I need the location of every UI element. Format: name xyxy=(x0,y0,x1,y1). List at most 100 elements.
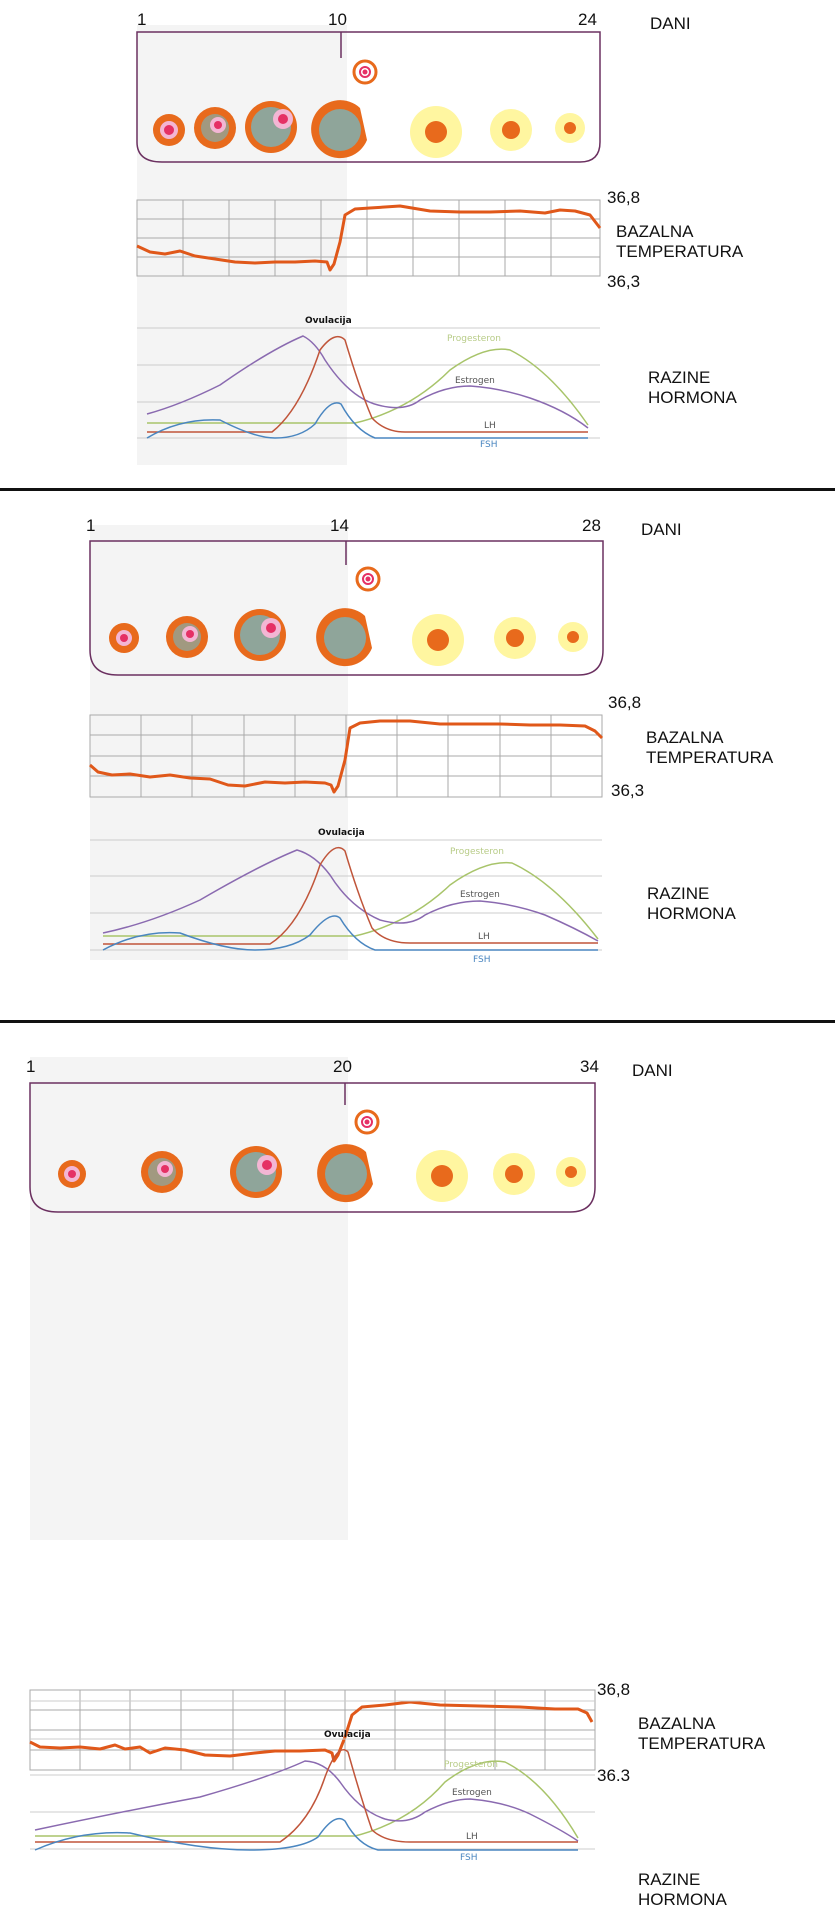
temperature-title: BAZALNA TEMPERATURA xyxy=(616,222,743,262)
hormone-title: RAZINE HORMONA xyxy=(638,1870,727,1910)
lh-curve xyxy=(147,335,588,433)
temperature-title-line1: BAZALNA xyxy=(638,1714,716,1733)
temp-min-label: 36,3 xyxy=(611,781,645,800)
ovulation-label: Ovulacija xyxy=(305,316,352,326)
lh-label: LH xyxy=(466,1832,478,1842)
fsh-label: FSH xyxy=(480,440,498,450)
cycle-panel-24-days: 1 10 24 DANI 36,8 BAZALNA TEMPERATURA 36… xyxy=(0,0,835,480)
estrogen-label: Estrogen xyxy=(455,376,495,386)
progesteron-label: Progesteron xyxy=(450,847,504,857)
temperature-grid xyxy=(29,1689,596,1771)
temperature-line xyxy=(89,719,604,794)
estrogen-curve xyxy=(146,335,589,429)
cycle-panel-28-days: 1 14 28 DANI 36,8 BAZALNA TEMPERATURA 36… xyxy=(0,495,835,1005)
progesteron-curve xyxy=(35,1760,579,1839)
released-egg xyxy=(355,566,381,592)
fsh-label: FSH xyxy=(460,1853,478,1863)
follicle-primary xyxy=(109,623,139,653)
day-end-label: 24 xyxy=(578,10,597,29)
ovulation-label: Ovulacija xyxy=(318,828,365,838)
follicle-graafian xyxy=(316,608,372,667)
temperature-title-line1: BAZALNA xyxy=(616,222,694,241)
days-axis-label: DANI xyxy=(650,14,691,33)
follicle-primary xyxy=(153,114,185,146)
hormone-title-line1: RAZINE xyxy=(638,1870,701,1889)
day-start-label: 1 xyxy=(137,10,147,29)
follicle-tertiary xyxy=(245,101,297,153)
temperature-line xyxy=(29,1700,594,1763)
hormone-title-line2: HORMONA xyxy=(648,388,737,407)
cycle-diagram-1: Ovulacija Progesteron Estrogen LH FSH xyxy=(136,31,602,450)
lh-label: LH xyxy=(478,932,490,942)
cycle-panel-34-days: 1 20 34 DANI 36,8 BAZALNA TEMPERATURA 36… xyxy=(0,1027,835,1909)
temp-min-label: 36.3 xyxy=(597,1766,631,1785)
temperature-title-line2: TEMPERATURA xyxy=(638,1734,766,1753)
days-axis-label: DANI xyxy=(632,1061,673,1080)
follicle-secondary xyxy=(194,107,236,149)
estrogen-label: Estrogen xyxy=(452,1788,492,1798)
temp-min-label: 36,3 xyxy=(607,272,641,291)
hormone-grid xyxy=(137,327,600,439)
cycle-diagram-3: Ovulacija Progesteron Estrogen LH FSH xyxy=(29,1082,596,1863)
hormone-title-line2: HORMONA xyxy=(638,1890,727,1909)
temperature-title-line1: BAZALNA xyxy=(646,728,724,747)
temperature-line xyxy=(136,204,602,272)
hormone-title-line1: RAZINE xyxy=(647,884,710,903)
ovary-frame xyxy=(136,31,601,163)
day-ovulation-label: 10 xyxy=(328,10,347,29)
ovulation-label: Ovulacija xyxy=(324,1730,371,1740)
estrogen-curve xyxy=(102,849,599,942)
panel-divider-2 xyxy=(0,1020,835,1023)
hormone-title: RAZINE HORMONA xyxy=(647,884,736,924)
follicular-phase-shade xyxy=(90,525,348,960)
day-ovulation-label: 14 xyxy=(330,516,349,535)
corpus-luteum-medium xyxy=(493,1153,535,1195)
corpus-luteum-large xyxy=(412,614,464,666)
temperature-title-line2: TEMPERATURA xyxy=(646,748,774,767)
day-start-label: 1 xyxy=(86,516,96,535)
released-egg xyxy=(354,1109,380,1135)
lh-label: LH xyxy=(484,421,496,431)
temperature-title-line2: TEMPERATURA xyxy=(616,242,744,261)
corpus-luteum-small xyxy=(556,1157,586,1187)
progesteron-curve xyxy=(103,861,599,940)
temperature-title: BAZALNA TEMPERATURA xyxy=(638,1714,765,1754)
ovary-frame xyxy=(29,1082,596,1213)
cycle-diagram-2: Ovulacija Progesteron Estrogen LH FSH xyxy=(89,540,604,965)
hormone-title: RAZINE HORMONA xyxy=(648,368,737,408)
ovary-frame xyxy=(89,540,604,676)
temp-max-label: 36,8 xyxy=(608,693,642,712)
progesteron-label: Progesteron xyxy=(447,334,501,344)
temp-max-label: 36,8 xyxy=(597,1680,631,1699)
follicle-primary xyxy=(58,1160,86,1188)
corpus-luteum-small xyxy=(558,622,588,652)
corpus-luteum-medium xyxy=(490,109,532,151)
lh-curve xyxy=(103,847,598,945)
follicle-graafian xyxy=(317,1144,373,1203)
panel-divider-1 xyxy=(0,488,835,491)
released-egg xyxy=(352,59,378,85)
day-ovulation-label: 20 xyxy=(333,1057,352,1076)
fsh-curve xyxy=(146,402,588,439)
corpus-luteum-small xyxy=(555,113,585,143)
days-axis-label: DANI xyxy=(641,520,682,539)
follicle-secondary xyxy=(166,616,208,658)
corpus-luteum-medium xyxy=(494,617,536,659)
fsh-label: FSH xyxy=(473,955,491,965)
corpus-luteum-large xyxy=(410,106,462,158)
follicle-tertiary xyxy=(230,1146,282,1198)
temperature-title: BAZALNA TEMPERATURA xyxy=(646,728,773,768)
hormone-title-line2: HORMONA xyxy=(647,904,736,923)
follicle-tertiary xyxy=(234,609,286,661)
corpus-luteum-large xyxy=(416,1150,468,1202)
hormone-title-line1: RAZINE xyxy=(648,368,711,387)
progesteron-label: Progesteron xyxy=(444,1760,498,1770)
follicular-phase-shade xyxy=(137,25,347,465)
fsh-curve xyxy=(102,915,598,951)
day-start-label: 1 xyxy=(26,1057,36,1076)
temp-max-label: 36,8 xyxy=(607,188,641,207)
estrogen-label: Estrogen xyxy=(460,890,500,900)
progesteron-curve xyxy=(147,348,589,426)
temperature-grid xyxy=(136,199,601,277)
estrogen-curve xyxy=(34,1760,579,1842)
